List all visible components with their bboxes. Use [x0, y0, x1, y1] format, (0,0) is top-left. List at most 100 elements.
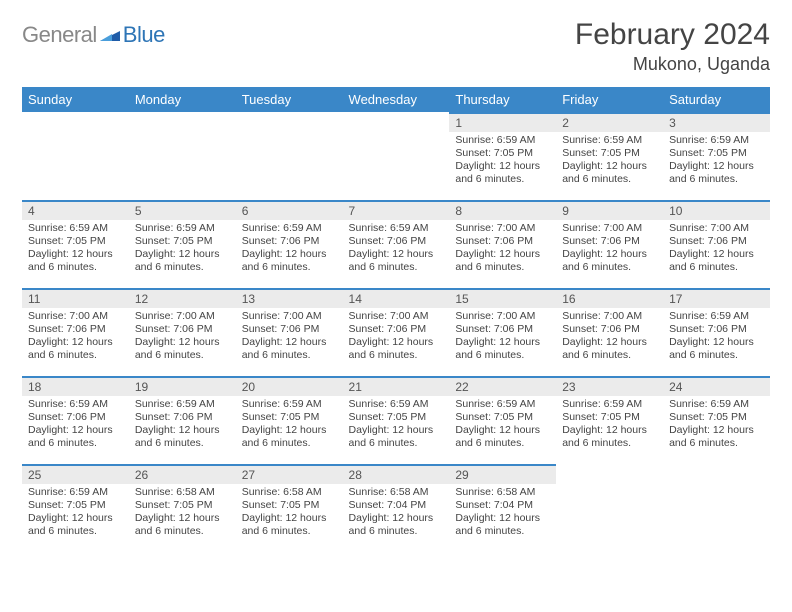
- calendar-cell: 5Sunrise: 6:59 AMSunset: 7:05 PMDaylight…: [129, 200, 236, 288]
- day-number: 10: [663, 200, 770, 220]
- day-details: Sunrise: 6:59 AMSunset: 7:06 PMDaylight:…: [236, 220, 343, 279]
- daylight-line: Daylight: 12 hours and 6 minutes.: [562, 424, 657, 450]
- day-details: Sunrise: 6:59 AMSunset: 7:05 PMDaylight:…: [22, 484, 129, 543]
- weekday-sunday: Sunday: [22, 87, 129, 112]
- day-number: 6: [236, 200, 343, 220]
- daylight-line: Daylight: 12 hours and 6 minutes.: [455, 160, 550, 186]
- sunset-line: Sunset: 7:05 PM: [562, 147, 657, 160]
- daylight-line: Daylight: 12 hours and 6 minutes.: [28, 248, 123, 274]
- day-details: Sunrise: 6:59 AMSunset: 7:05 PMDaylight:…: [556, 396, 663, 455]
- day-number: 16: [556, 288, 663, 308]
- calendar-cell: 17Sunrise: 6:59 AMSunset: 7:06 PMDayligh…: [663, 288, 770, 376]
- sunrise-line: Sunrise: 6:58 AM: [135, 486, 230, 499]
- day-details: Sunrise: 6:58 AMSunset: 7:04 PMDaylight:…: [449, 484, 556, 543]
- calendar-cell: 7Sunrise: 6:59 AMSunset: 7:06 PMDaylight…: [343, 200, 450, 288]
- calendar-cell: 22Sunrise: 6:59 AMSunset: 7:05 PMDayligh…: [449, 376, 556, 464]
- sunset-line: Sunset: 7:06 PM: [349, 323, 444, 336]
- daylight-line: Daylight: 12 hours and 6 minutes.: [455, 424, 550, 450]
- sunrise-line: Sunrise: 7:00 AM: [455, 222, 550, 235]
- sunrise-line: Sunrise: 6:59 AM: [28, 398, 123, 411]
- brand-mark-icon: [100, 25, 120, 46]
- day-number: 28: [343, 464, 450, 484]
- sunset-line: Sunset: 7:05 PM: [669, 147, 764, 160]
- day-number: 25: [22, 464, 129, 484]
- header: General Blue February 2024 Mukono, Ugand…: [22, 18, 770, 75]
- day-details: Sunrise: 6:58 AMSunset: 7:05 PMDaylight:…: [236, 484, 343, 543]
- brand-blue: Blue: [123, 22, 165, 48]
- sunset-line: Sunset: 7:05 PM: [28, 235, 123, 248]
- day-number: 19: [129, 376, 236, 396]
- day-number: 2: [556, 112, 663, 132]
- sunrise-line: Sunrise: 6:59 AM: [669, 310, 764, 323]
- calendar-cell: 29Sunrise: 6:58 AMSunset: 7:04 PMDayligh…: [449, 464, 556, 552]
- sunrise-line: Sunrise: 6:59 AM: [135, 222, 230, 235]
- sunset-line: Sunset: 7:06 PM: [28, 323, 123, 336]
- sunset-line: Sunset: 7:04 PM: [349, 499, 444, 512]
- daylight-line: Daylight: 12 hours and 6 minutes.: [455, 336, 550, 362]
- day-details: Sunrise: 7:00 AMSunset: 7:06 PMDaylight:…: [556, 308, 663, 367]
- daylight-line: Daylight: 12 hours and 6 minutes.: [135, 248, 230, 274]
- day-number: 18: [22, 376, 129, 396]
- calendar-cell: 27Sunrise: 6:58 AMSunset: 7:05 PMDayligh…: [236, 464, 343, 552]
- sunrise-line: Sunrise: 6:59 AM: [455, 398, 550, 411]
- sunset-line: Sunset: 7:06 PM: [455, 235, 550, 248]
- daylight-line: Daylight: 12 hours and 6 minutes.: [669, 248, 764, 274]
- calendar-cell: 26Sunrise: 6:58 AMSunset: 7:05 PMDayligh…: [129, 464, 236, 552]
- calendar-cell: 13Sunrise: 7:00 AMSunset: 7:06 PMDayligh…: [236, 288, 343, 376]
- calendar-cell: 18Sunrise: 6:59 AMSunset: 7:06 PMDayligh…: [22, 376, 129, 464]
- day-details: Sunrise: 6:59 AMSunset: 7:05 PMDaylight:…: [449, 132, 556, 191]
- sunset-line: Sunset: 7:06 PM: [562, 323, 657, 336]
- weekday-tuesday: Tuesday: [236, 87, 343, 112]
- day-number: 7: [343, 200, 450, 220]
- daylight-line: Daylight: 12 hours and 6 minutes.: [349, 336, 444, 362]
- day-details: Sunrise: 6:59 AMSunset: 7:05 PMDaylight:…: [236, 396, 343, 455]
- daylight-line: Daylight: 12 hours and 6 minutes.: [349, 424, 444, 450]
- day-number: 15: [449, 288, 556, 308]
- day-number: 22: [449, 376, 556, 396]
- sunset-line: Sunset: 7:05 PM: [28, 499, 123, 512]
- day-number: 12: [129, 288, 236, 308]
- calendar-cell: [129, 112, 236, 200]
- sunrise-line: Sunrise: 7:00 AM: [135, 310, 230, 323]
- calendar-cell: 8Sunrise: 7:00 AMSunset: 7:06 PMDaylight…: [449, 200, 556, 288]
- day-number: 20: [236, 376, 343, 396]
- daylight-line: Daylight: 12 hours and 6 minutes.: [349, 512, 444, 538]
- sunrise-line: Sunrise: 6:59 AM: [349, 222, 444, 235]
- calendar-cell: 10Sunrise: 7:00 AMSunset: 7:06 PMDayligh…: [663, 200, 770, 288]
- calendar-cell: [22, 112, 129, 200]
- sunrise-line: Sunrise: 6:59 AM: [349, 398, 444, 411]
- daylight-line: Daylight: 12 hours and 6 minutes.: [349, 248, 444, 274]
- calendar-cell: 16Sunrise: 7:00 AMSunset: 7:06 PMDayligh…: [556, 288, 663, 376]
- sunset-line: Sunset: 7:06 PM: [669, 235, 764, 248]
- day-number: 4: [22, 200, 129, 220]
- calendar-cell: 28Sunrise: 6:58 AMSunset: 7:04 PMDayligh…: [343, 464, 450, 552]
- day-details: Sunrise: 7:00 AMSunset: 7:06 PMDaylight:…: [663, 220, 770, 279]
- sunrise-line: Sunrise: 6:59 AM: [669, 134, 764, 147]
- day-details: Sunrise: 7:00 AMSunset: 7:06 PMDaylight:…: [129, 308, 236, 367]
- calendar-cell: 20Sunrise: 6:59 AMSunset: 7:05 PMDayligh…: [236, 376, 343, 464]
- sunset-line: Sunset: 7:06 PM: [562, 235, 657, 248]
- calendar-row: 25Sunrise: 6:59 AMSunset: 7:05 PMDayligh…: [22, 464, 770, 552]
- sunrise-line: Sunrise: 7:00 AM: [562, 310, 657, 323]
- calendar-cell: [663, 464, 770, 552]
- sunrise-line: Sunrise: 6:59 AM: [28, 486, 123, 499]
- sunrise-line: Sunrise: 7:00 AM: [242, 310, 337, 323]
- day-details: Sunrise: 6:59 AMSunset: 7:05 PMDaylight:…: [129, 220, 236, 279]
- day-details: Sunrise: 6:59 AMSunset: 7:05 PMDaylight:…: [663, 396, 770, 455]
- day-number: 8: [449, 200, 556, 220]
- title-block: February 2024 Mukono, Uganda: [575, 18, 770, 75]
- weekday-header-row: Sunday Monday Tuesday Wednesday Thursday…: [22, 87, 770, 112]
- day-details: Sunrise: 6:59 AMSunset: 7:05 PMDaylight:…: [663, 132, 770, 191]
- weekday-thursday: Thursday: [449, 87, 556, 112]
- brand-logo: General Blue: [22, 18, 165, 48]
- sunset-line: Sunset: 7:05 PM: [349, 411, 444, 424]
- sunset-line: Sunset: 7:06 PM: [28, 411, 123, 424]
- calendar-cell: 21Sunrise: 6:59 AMSunset: 7:05 PMDayligh…: [343, 376, 450, 464]
- day-details: Sunrise: 7:00 AMSunset: 7:06 PMDaylight:…: [236, 308, 343, 367]
- sunset-line: Sunset: 7:05 PM: [242, 499, 337, 512]
- calendar-row: 4Sunrise: 6:59 AMSunset: 7:05 PMDaylight…: [22, 200, 770, 288]
- daylight-line: Daylight: 12 hours and 6 minutes.: [135, 512, 230, 538]
- sunrise-line: Sunrise: 6:58 AM: [242, 486, 337, 499]
- calendar-row: 11Sunrise: 7:00 AMSunset: 7:06 PMDayligh…: [22, 288, 770, 376]
- calendar-body: 1Sunrise: 6:59 AMSunset: 7:05 PMDaylight…: [22, 112, 770, 552]
